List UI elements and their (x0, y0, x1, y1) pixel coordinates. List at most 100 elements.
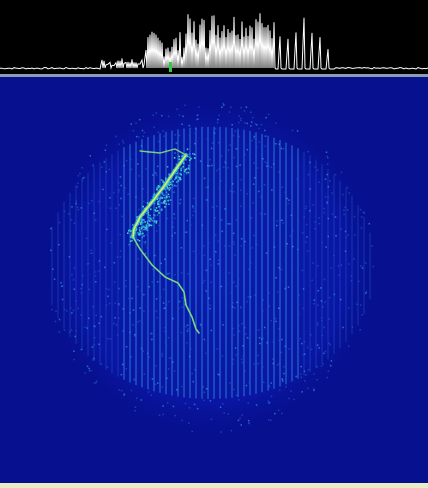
panel-divider[interactable] (0, 74, 428, 77)
noise-dot (361, 314, 363, 316)
signal-glow-dot (144, 227, 147, 229)
noise-dot (313, 373, 315, 375)
spectrum-plot[interactable] (0, 0, 428, 74)
noise-dot (257, 362, 259, 365)
noise-dot (88, 367, 90, 370)
noise-dot (116, 256, 119, 258)
signal-glow-dot (167, 193, 170, 196)
frequency-marker[interactable] (169, 62, 172, 72)
noise-dot (94, 325, 96, 328)
noise-dot (232, 362, 234, 365)
noise-dot (280, 351, 283, 354)
noise-dot (123, 394, 125, 396)
noise-dot (344, 250, 347, 252)
signal-glow-dot (155, 210, 157, 212)
noise-dot (210, 147, 213, 150)
noise-dot (317, 289, 319, 292)
noise-dot (130, 123, 132, 125)
noise-dot (54, 320, 57, 323)
waterfall-display[interactable] (0, 77, 428, 483)
signal-glow-dot (151, 219, 154, 222)
noise-dot (305, 374, 307, 376)
signal-glow-dot (176, 172, 179, 175)
noise-dot (152, 178, 155, 181)
noise-dot (162, 405, 164, 407)
noise-dot (310, 348, 313, 351)
noise-dot (323, 211, 326, 214)
noise-dot (51, 308, 53, 311)
noise-dot (248, 268, 250, 271)
noise-dot (266, 165, 268, 167)
noise-dot (176, 177, 178, 180)
noise-dot (306, 250, 309, 252)
noise-dot (52, 268, 54, 270)
noise-dot (164, 258, 166, 261)
noise-dot (121, 140, 124, 142)
noise-dot (335, 235, 337, 237)
noise-dot (288, 397, 290, 400)
noise-dot (244, 370, 246, 372)
noise-dot (246, 193, 248, 195)
noise-dot (137, 163, 139, 165)
noise-dot (300, 365, 302, 368)
noise-dot (63, 329, 66, 331)
noise-dot (205, 199, 208, 201)
noise-dot (264, 145, 267, 147)
noise-dot (113, 192, 115, 194)
noise-dot (110, 242, 112, 244)
noise-dot (281, 378, 283, 380)
noise-dot (231, 124, 233, 126)
noise-dot (134, 410, 136, 412)
noise-dot (282, 380, 284, 382)
noise-dot (189, 224, 192, 226)
noise-dot (157, 382, 159, 384)
signal-glow-dot (156, 186, 158, 189)
noise-dot (305, 241, 307, 243)
noise-dot (273, 156, 275, 158)
noise-dot (350, 275, 352, 277)
noise-dot (234, 130, 236, 132)
noise-dot (192, 250, 195, 253)
signal-glow-dot (130, 236, 132, 238)
noise-dot (297, 313, 300, 315)
noise-dot (320, 287, 322, 289)
noise-dot (276, 220, 278, 222)
noise-dot (302, 353, 305, 356)
noise-dot (323, 326, 325, 329)
noise-dot (172, 186, 174, 188)
noise-dot (207, 215, 209, 218)
noise-dot (221, 355, 224, 357)
noise-dot (320, 365, 323, 367)
noise-dot (155, 174, 158, 176)
noise-dot (285, 368, 288, 370)
noise-dot (152, 114, 154, 116)
noise-dot (92, 165, 95, 167)
noise-dot (316, 344, 319, 346)
noise-dot (283, 366, 285, 368)
noise-dot (246, 300, 248, 303)
noise-dot (311, 279, 313, 281)
noise-dot (73, 222, 76, 224)
noise-dot (263, 381, 265, 384)
noise-dot (172, 221, 174, 224)
noise-dot (267, 143, 269, 145)
noise-dot (301, 269, 304, 272)
noise-dot (233, 334, 235, 336)
signal-glow-dot (155, 207, 158, 209)
signal-glow-dot (138, 229, 141, 231)
signal-glow-dot (137, 233, 140, 236)
noise-dot (181, 385, 183, 388)
noise-dot (129, 221, 131, 223)
noise-dot (246, 148, 248, 151)
noise-dot (93, 212, 95, 214)
signal-glow-dot (183, 162, 185, 165)
noise-dot (174, 232, 176, 234)
noise-dot (210, 264, 212, 266)
noise-dot (148, 286, 151, 288)
signal-streak-segment (139, 148, 187, 156)
noise-dot (261, 366, 264, 368)
noise-dot (107, 338, 109, 340)
noise-dot (142, 135, 144, 138)
noise-dot (92, 164, 94, 166)
signal-glow-dot (181, 155, 183, 158)
